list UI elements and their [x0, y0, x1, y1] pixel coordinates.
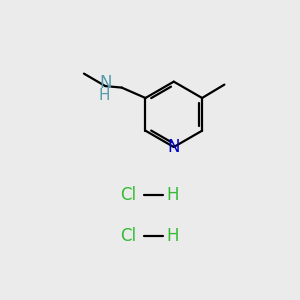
Text: N: N — [167, 138, 180, 156]
Text: H: H — [166, 186, 178, 204]
Text: N: N — [99, 74, 112, 92]
Text: H: H — [166, 227, 178, 245]
Text: Cl: Cl — [120, 186, 136, 204]
Text: H: H — [98, 88, 110, 103]
Text: Cl: Cl — [120, 227, 136, 245]
